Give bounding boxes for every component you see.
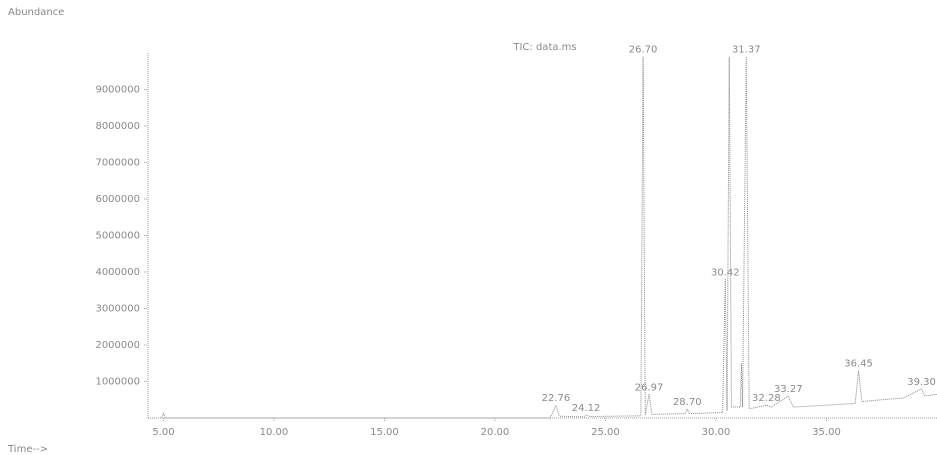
chart-title: TIC: data.ms [512,42,576,53]
x-tick-label: 35.00 [812,427,841,438]
trace [148,56,937,419]
peak-label: 24.12 [572,403,601,414]
peak-label: 31.37 [732,45,761,56]
peak-label: 26.97 [635,382,664,393]
x-tick-label: 10.00 [260,427,289,438]
y-tick-label: 5000000 [95,231,140,242]
x-tick-label: 25.00 [591,427,620,438]
x-tick-label: 20.00 [481,427,510,438]
peak-label: 30.42 [711,267,740,278]
peak-label: 22.76 [542,393,571,404]
y-tick-label: 9000000 [95,85,140,96]
peak-label: 32.28 [752,393,781,404]
y-tick-label: 2000000 [95,340,140,351]
x-axis-label: Time--> [7,444,48,455]
x-tick-label: 15.00 [370,427,399,438]
y-tick-label: 7000000 [95,158,140,169]
y-axis-label: Abundance [8,7,64,18]
peak-label: 36.45 [844,359,873,370]
x-tick-label: 5.00 [152,427,174,438]
peak-label: 39.30 [907,377,936,388]
peak-label: 28.70 [673,397,702,408]
y-tick-label: 1000000 [95,377,140,388]
x-tick-label: 30.00 [702,427,731,438]
y-tick-label: 8000000 [95,121,140,132]
peak-label: 26.70 [629,45,658,56]
peak-label: 33.27 [774,384,803,395]
y-tick-label: 6000000 [95,194,140,205]
y-tick-label: 4000000 [95,267,140,278]
y-tick-label: 3000000 [95,304,140,315]
